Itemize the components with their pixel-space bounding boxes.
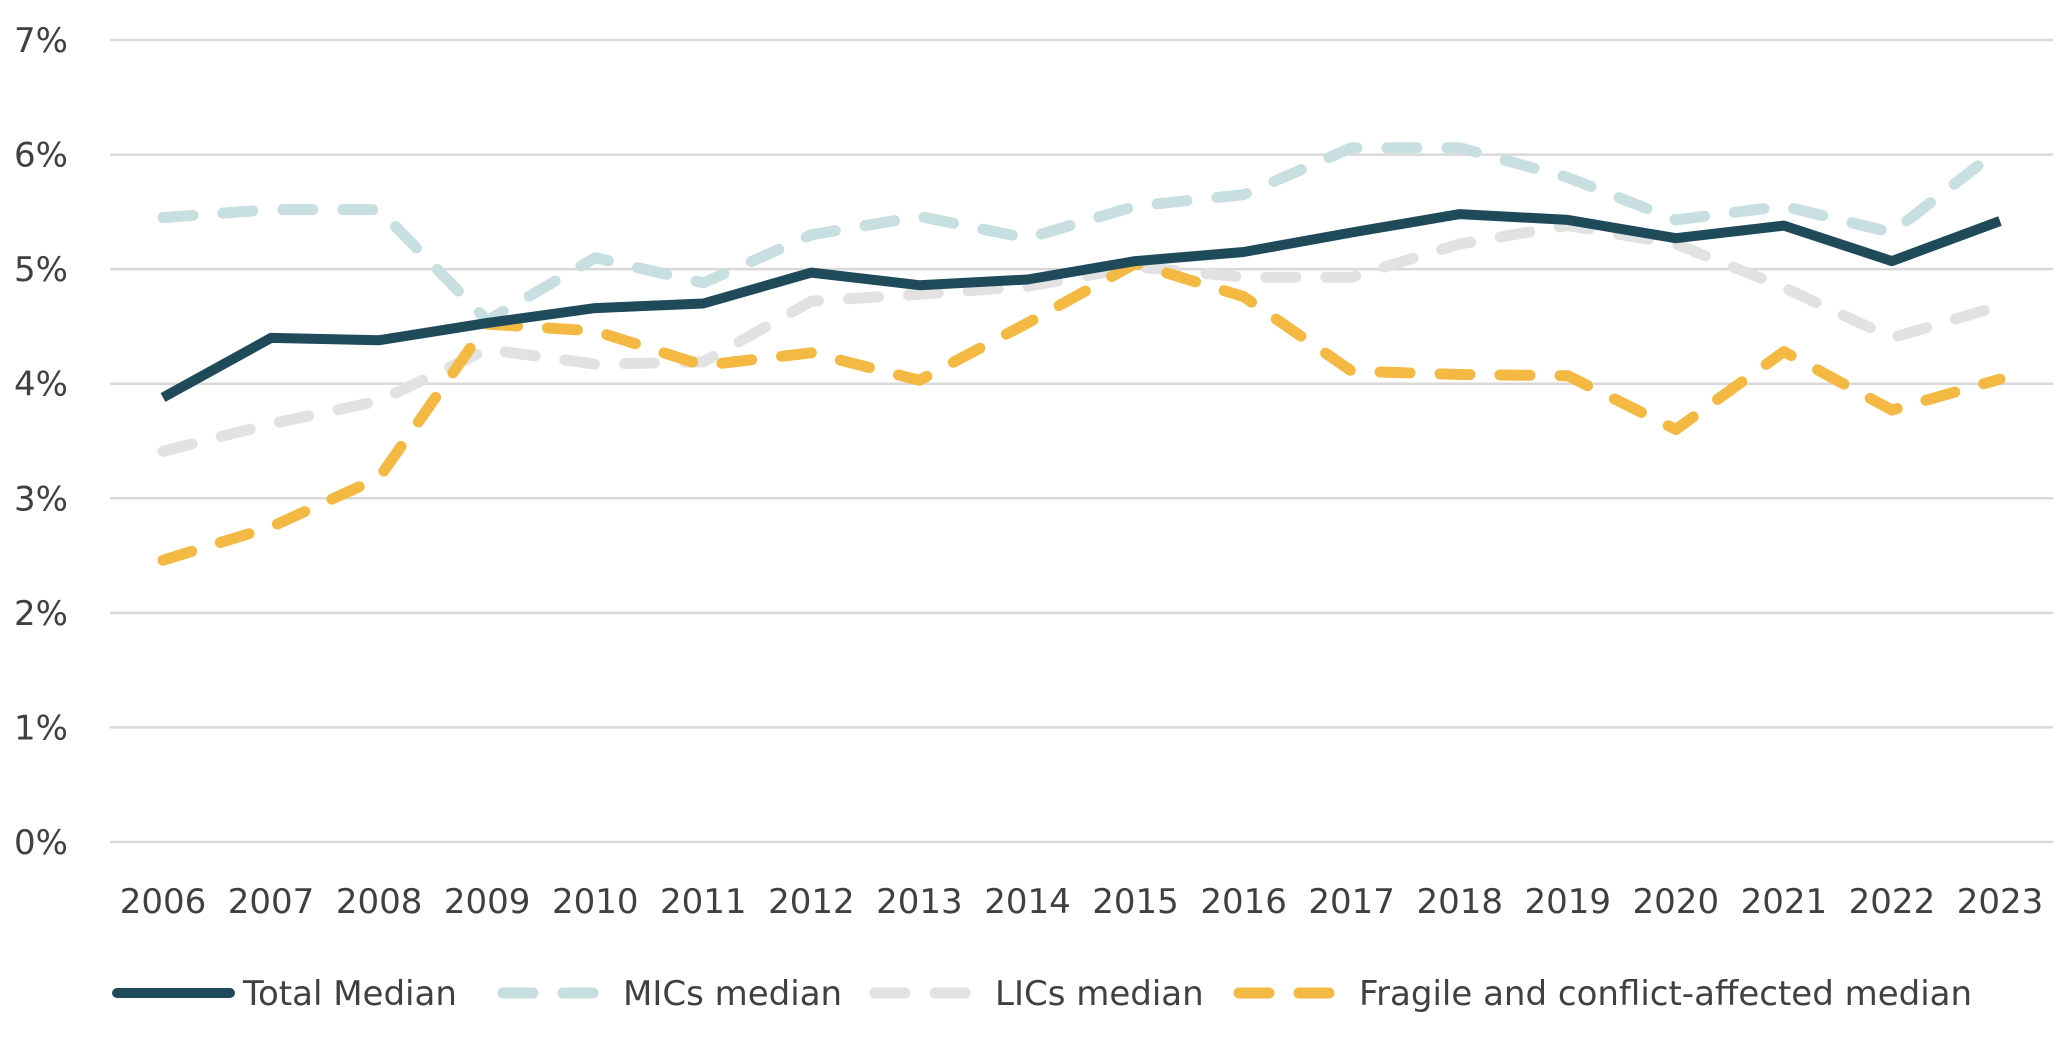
x-tick-label: 2020 (1633, 882, 1720, 922)
y-tick-label: 5% (14, 250, 68, 290)
x-tick-label: 2009 (444, 882, 531, 922)
legend-label-mics-median: MICs median (623, 974, 842, 1014)
y-tick-label: 4% (14, 365, 68, 405)
x-tick-label: 2008 (336, 882, 423, 922)
x-tick-label: 2015 (1092, 882, 1179, 922)
legend: Total Median MICs median LICs median Fragil… (112, 974, 1972, 1014)
series-line-fragile-and-conflict-affected-median (157, 257, 2006, 566)
x-tick-label: 2018 (1416, 882, 1503, 922)
x-tick-label: 2007 (228, 882, 315, 922)
x-tick-label: 2010 (552, 882, 639, 922)
series-line-total-median (160, 209, 2002, 402)
x-tick-label: 2006 (120, 882, 207, 922)
x-axis-ticks: 2006 2007 2008 2009 2010 2011 2012 2013 2014 2015… (120, 882, 2044, 922)
legend-label-fragile-and-conflict-affected-median: Fragile and conflict-affected median (1359, 974, 1972, 1014)
x-tick-label: 2016 (1200, 882, 1287, 922)
series-lines (157, 142, 2006, 566)
y-tick-label: 2% (14, 594, 68, 634)
x-tick-label: 2014 (984, 882, 1071, 922)
x-tick-label: 2017 (1308, 882, 1395, 922)
legend-label-lics-median: LICs median (995, 974, 1204, 1014)
x-tick-label: 2012 (768, 882, 855, 922)
series-line-mics-median (157, 142, 2006, 327)
x-tick-label: 2021 (1741, 882, 1828, 922)
y-tick-label: 0% (14, 823, 68, 863)
x-tick-label: 2011 (660, 882, 747, 922)
y-tick-label: 6% (14, 136, 68, 176)
y-tick-label: 1% (14, 708, 68, 748)
x-tick-label: 2022 (1849, 882, 1936, 922)
legend-label-total-median: Total Median (242, 974, 457, 1014)
x-tick-label: 2019 (1524, 882, 1611, 922)
y-tick-label: 3% (14, 479, 68, 519)
x-tick-label: 2013 (876, 882, 963, 922)
y-tick-label: 7% (14, 21, 68, 61)
x-tick-label: 2023 (1957, 882, 2044, 922)
series-line-lics-median (157, 220, 2006, 457)
y-axis-ticks: 0% 1% 2% 3% 4% 5% 6% 7% (14, 21, 68, 863)
